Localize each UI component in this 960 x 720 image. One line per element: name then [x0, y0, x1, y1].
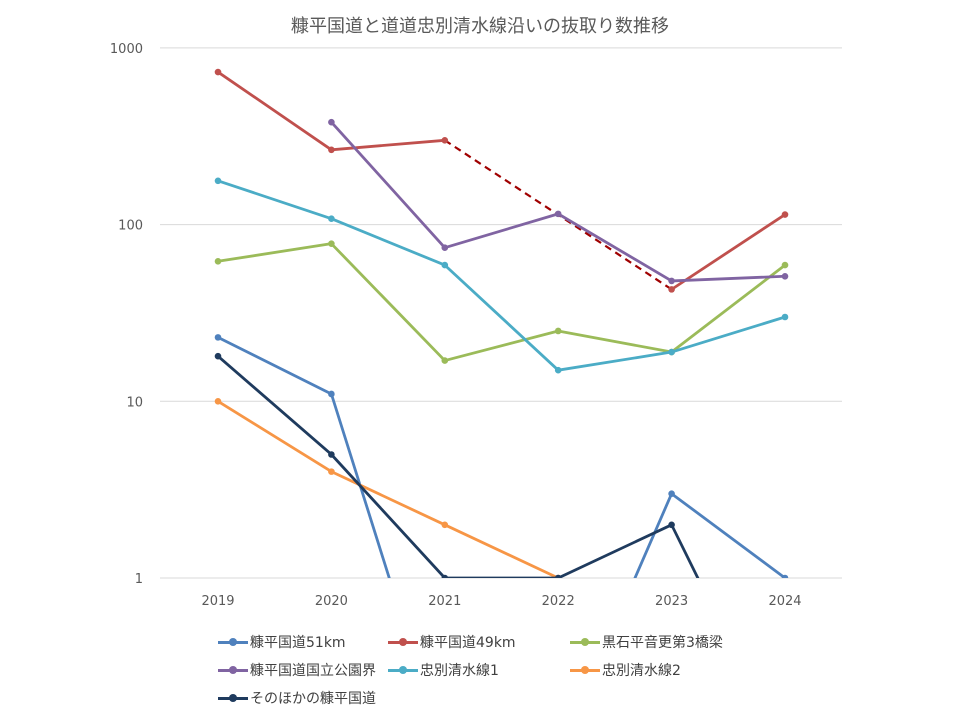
legend-label: 忠別清水線1	[420, 663, 499, 679]
data-point	[214, 398, 222, 405]
data-point	[214, 352, 222, 360]
data-point	[554, 366, 562, 374]
data-point	[781, 313, 789, 321]
legend-item: 忠別清水線2	[570, 660, 681, 680]
data-point	[781, 211, 789, 218]
x-tick-label: 2023	[655, 594, 688, 609]
data-point	[441, 244, 449, 252]
data-point	[781, 261, 789, 269]
legend-label: 黒石平音更第3橋梁	[602, 635, 723, 651]
legend-label: 糠平国道51km	[250, 635, 346, 651]
data-point	[441, 574, 449, 578]
series-line	[670, 213, 786, 291]
data-point	[668, 286, 675, 293]
data-point	[214, 177, 222, 185]
series-line	[217, 355, 700, 578]
legend-item: 黒石平音更第3橋梁	[570, 632, 723, 652]
chart-title: 糠平国道と道道忠別清水線沿いの抜取り数推移	[291, 16, 669, 37]
legend-item: そのほかの糠平国道	[218, 688, 376, 708]
x-tick-label: 2024	[768, 594, 801, 609]
data-point	[328, 451, 335, 458]
data-point	[554, 574, 562, 578]
y-tick-label: 10	[126, 395, 143, 410]
data-point	[214, 68, 222, 76]
data-point	[328, 240, 335, 247]
data-point	[554, 210, 562, 218]
legend-marker-icon	[218, 666, 248, 674]
legend-item: 忠別清水線1	[388, 660, 499, 680]
x-tick-label: 2020	[315, 594, 348, 609]
series-line	[217, 179, 786, 372]
legend-label: 糠平国道国立公園界	[250, 663, 376, 679]
legend-marker-icon	[218, 638, 248, 646]
legend-label: 糠平国道49km	[420, 635, 516, 651]
y-tick-label: 100	[118, 219, 143, 234]
legend-marker-icon	[388, 638, 418, 646]
legend-label: そのほかの糠平国道	[250, 691, 376, 707]
data-point	[214, 257, 222, 265]
data-point	[328, 118, 335, 126]
data-point	[328, 468, 335, 475]
x-tick-label: 2022	[542, 594, 575, 609]
series-line	[217, 242, 786, 362]
series-line	[217, 336, 786, 578]
data-point	[441, 357, 449, 364]
data-point	[668, 348, 675, 356]
data-point	[328, 146, 335, 154]
data-point	[668, 490, 675, 497]
x-tick-label: 2021	[428, 594, 461, 609]
data-point	[214, 334, 222, 341]
data-point	[441, 261, 449, 269]
data-point	[668, 521, 675, 529]
series-line	[217, 400, 559, 578]
data-point	[668, 277, 675, 285]
series-line	[217, 70, 445, 152]
data-point	[781, 272, 789, 280]
y-tick-label: 1	[135, 572, 143, 587]
legend-marker-icon	[388, 666, 418, 674]
x-tick-label: 2019	[201, 594, 234, 609]
legend-item: 糠平国道49km	[388, 632, 516, 652]
data-point	[441, 136, 449, 144]
data-point	[441, 521, 449, 529]
legend-marker-icon	[570, 638, 600, 646]
data-point	[554, 327, 562, 335]
data-point	[328, 215, 335, 222]
legend-marker-icon	[570, 666, 600, 674]
y-tick-label: 1000	[110, 42, 143, 57]
legend-label: 忠別清水線2	[602, 663, 681, 679]
series-line	[330, 121, 786, 283]
legend-marker-icon	[218, 694, 248, 702]
legend-item: 糠平国道国立公園界	[218, 660, 376, 680]
data-point	[781, 574, 789, 578]
legend-item: 糠平国道51km	[218, 632, 346, 652]
data-point	[328, 390, 335, 398]
